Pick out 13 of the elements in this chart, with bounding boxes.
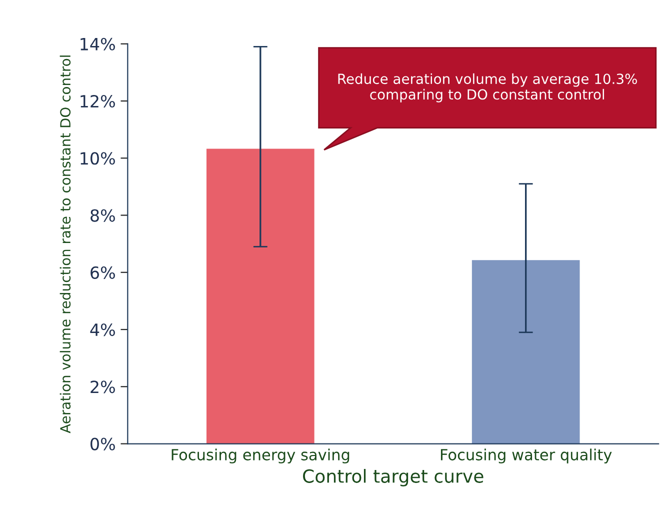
y-tick-label: 8% <box>90 209 115 222</box>
y-axis-title: Aeration volume reduction rate to constant DO control <box>60 56 71 434</box>
y-tick-label: 2% <box>90 380 115 394</box>
x-tick-label: Focusing energy saving <box>172 448 350 464</box>
y-tick-label: 0% <box>90 438 115 450</box>
y-tick-label: 10% <box>80 152 115 165</box>
y-tick-label: 6% <box>90 266 115 279</box>
x-axis-title: Control target curve <box>303 468 484 486</box>
y-tick-label: 14% <box>80 38 115 50</box>
annotation: Reduce aeration volume by average 10.3% comparing to DO constant control <box>338 73 637 102</box>
y-tick-label: 12% <box>80 94 115 108</box>
x-tick-label: Focusing water quality <box>440 448 612 464</box>
y-tick-label: 4% <box>90 323 115 336</box>
